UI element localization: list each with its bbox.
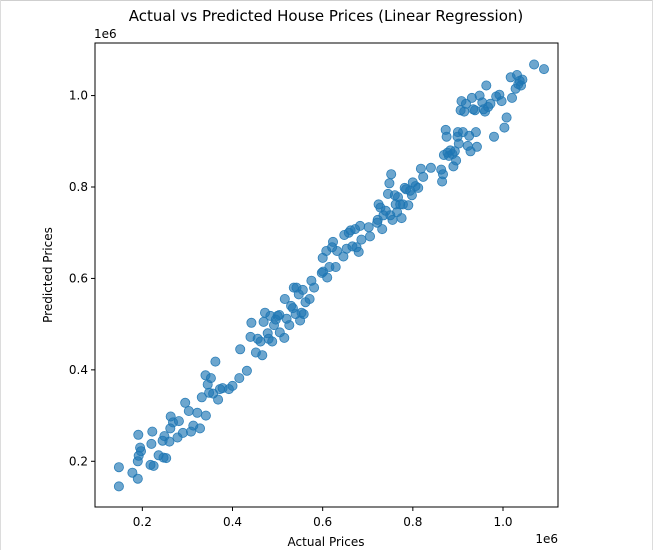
data-point	[322, 272, 333, 283]
data-point	[235, 344, 246, 355]
data-point	[213, 394, 224, 405]
data-point	[205, 373, 216, 384]
y-tick-label: 0.6	[69, 271, 88, 285]
y-tick-label: 1.0	[69, 89, 88, 103]
data-point	[113, 462, 124, 473]
data-point	[146, 438, 157, 449]
data-point	[377, 224, 388, 235]
data-point	[135, 446, 146, 457]
data-point	[330, 261, 341, 272]
data-point	[396, 213, 407, 224]
chart-title: Actual vs Predicted House Prices (Linear…	[129, 7, 524, 25]
data-point	[200, 410, 211, 421]
data-point	[173, 416, 184, 427]
data-point	[180, 397, 191, 408]
data-point	[177, 427, 188, 438]
data-point	[364, 231, 375, 242]
data-point	[471, 141, 482, 152]
data-point	[148, 460, 159, 471]
data-point	[241, 365, 252, 376]
data-point	[425, 162, 436, 173]
data-point	[496, 96, 507, 107]
data-point	[356, 234, 367, 245]
data-point	[267, 336, 278, 347]
data-point	[529, 59, 540, 70]
data-point	[353, 246, 364, 257]
x-tick-label: 0.8	[403, 515, 422, 529]
data-point	[441, 131, 452, 142]
x-tick-label: 0.2	[133, 515, 152, 529]
y-tick-label: 0.4	[69, 363, 88, 377]
data-point	[460, 98, 471, 109]
data-point	[485, 98, 496, 109]
data-point	[403, 200, 414, 211]
y-tick-label: 0.2	[69, 454, 88, 468]
x-tick-label: 0.6	[313, 515, 332, 529]
data-point	[517, 74, 528, 85]
data-point	[183, 405, 194, 416]
data-point	[234, 373, 245, 384]
data-point	[257, 350, 268, 361]
data-point	[469, 105, 480, 116]
data-points	[113, 59, 550, 492]
y-offset-label: 1e6	[94, 27, 117, 41]
data-point	[386, 169, 397, 180]
data-point	[309, 282, 320, 293]
data-point	[332, 245, 343, 256]
data-point	[384, 178, 395, 189]
data-point	[415, 163, 426, 174]
data-point	[194, 423, 205, 434]
data-point	[499, 122, 510, 133]
data-point	[297, 284, 308, 295]
data-point	[506, 92, 517, 103]
data-point	[161, 453, 172, 464]
data-point	[210, 356, 221, 367]
data-point	[133, 429, 144, 440]
data-point	[279, 293, 290, 304]
data-point	[501, 112, 512, 123]
plot-frame	[94, 42, 559, 508]
data-point	[113, 481, 124, 492]
y-axis-label: Predicted Prices	[41, 227, 55, 323]
data-point	[304, 293, 315, 304]
data-point	[451, 155, 462, 166]
data-point	[147, 426, 158, 437]
x-axis-ticks: 0.2 0.4 0.6 0.8 1.0	[133, 507, 513, 529]
data-point	[413, 182, 424, 193]
y-axis-ticks: 0.2 0.4 0.6 0.8 1.0	[69, 89, 95, 468]
data-point	[164, 436, 175, 447]
data-point	[437, 169, 448, 180]
x-offset-label: 1e6	[535, 532, 558, 546]
data-point	[192, 407, 203, 418]
data-point	[227, 380, 238, 391]
data-point	[453, 138, 464, 149]
data-point	[284, 320, 295, 331]
data-point	[246, 317, 257, 328]
data-point	[481, 80, 492, 91]
data-point	[406, 190, 417, 201]
data-point	[279, 332, 290, 343]
data-point	[539, 64, 550, 75]
data-point	[196, 392, 207, 403]
window-left-border	[0, 0, 1, 550]
x-tick-label: 1.0	[493, 515, 512, 529]
data-point	[327, 236, 338, 247]
x-tick-label: 0.4	[223, 515, 242, 529]
x-axis-label: Actual Prices	[288, 535, 365, 549]
data-point	[418, 171, 429, 182]
window-top-border	[0, 0, 653, 1]
data-point	[363, 222, 374, 233]
y-tick-label: 0.8	[69, 180, 88, 194]
data-point	[132, 473, 143, 484]
data-point	[298, 309, 309, 320]
data-point	[470, 127, 481, 138]
data-point	[355, 220, 366, 231]
data-point	[488, 131, 499, 142]
